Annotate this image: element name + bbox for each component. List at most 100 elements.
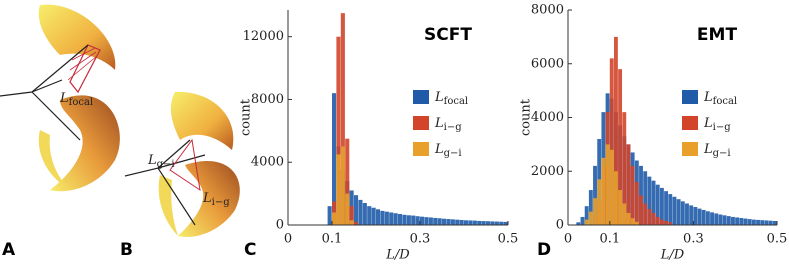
hist-bar (340, 146, 345, 225)
hist-bar (389, 212, 394, 225)
y-tick-label: 8000 (251, 92, 284, 107)
y-tick-label: 4000 (251, 155, 284, 170)
chart-title: SCFT (424, 25, 472, 45)
hist-bar (618, 190, 623, 225)
hist-bar (340, 13, 345, 225)
illustration-label: Li−g (202, 191, 230, 208)
hist-bar (576, 222, 581, 225)
x-axis-label: L/D (385, 248, 410, 263)
illustration-b: Lg−i Li−g (124, 91, 240, 237)
hist-bar (680, 201, 685, 225)
hist-bar (622, 203, 627, 225)
panel-label: A (2, 240, 16, 260)
hist-bar (428, 217, 433, 225)
legend-label: Lfocal (434, 90, 468, 107)
hist-bar (639, 195, 643, 225)
hist-bar (647, 208, 652, 225)
hist-bar (327, 206, 332, 225)
legend-label: Lg−i (434, 142, 462, 159)
hist-bar (701, 209, 706, 225)
panel-label: B (120, 240, 133, 260)
hist-bar (676, 199, 681, 225)
hist-bar (668, 194, 673, 225)
hist-bar (634, 221, 639, 225)
x-tick-label: 0.1 (599, 232, 620, 247)
y-axis-label: count (239, 98, 254, 136)
hist-bar (697, 208, 702, 225)
hist-bar (668, 222, 673, 225)
y-tick-label: 8000 (531, 3, 564, 18)
hist-bar (613, 171, 618, 225)
hist-bar (477, 220, 482, 225)
hist-bar (768, 220, 773, 225)
hist-bar (735, 217, 740, 225)
legend-swatch (682, 90, 698, 104)
hist-bar (685, 203, 689, 225)
hist-bar (618, 69, 623, 225)
x-tick-label: 0 (564, 232, 572, 247)
x-axis-label: L/D (660, 248, 685, 263)
hist-bar (588, 211, 593, 225)
hist-bar (689, 205, 694, 225)
hist-bar (630, 218, 635, 225)
legend-label: Lfocal (703, 90, 737, 107)
hist-bar (349, 206, 354, 225)
hist-bar (384, 211, 389, 225)
hist-bar (593, 198, 597, 225)
hist-bar (588, 190, 593, 225)
hist-bar (622, 112, 627, 225)
hist-bar (499, 221, 504, 225)
y-tick-label: 12000 (243, 29, 284, 44)
hist-bar (371, 207, 376, 225)
hist-bar (718, 214, 723, 225)
y-tick-label: 0 (276, 218, 284, 233)
x-tick-label: 0.3 (683, 232, 704, 247)
hist-bar (446, 219, 451, 225)
hist-bar (354, 221, 359, 225)
hist-bar (659, 187, 664, 225)
hist-bar (336, 36, 341, 225)
legend-swatch (682, 116, 698, 130)
hist-bar (490, 221, 495, 225)
hist-bar (402, 214, 407, 225)
hist-bar (464, 220, 469, 225)
hist-bar (743, 218, 748, 225)
hist-bar (420, 216, 425, 225)
x-tick-label: 0.5 (767, 232, 788, 247)
legend-swatch (682, 142, 698, 156)
hist-bar (468, 220, 473, 225)
hist-bar (609, 149, 614, 225)
hist-bar (705, 211, 710, 225)
hist-bar (731, 216, 735, 225)
hist-bar (630, 165, 635, 225)
hist-bar (503, 221, 508, 225)
y-tick-label: 2000 (531, 164, 564, 179)
hist-bar (609, 58, 614, 225)
hist-bar (597, 179, 602, 225)
hist-bar (605, 144, 610, 225)
hist-bar (584, 219, 589, 225)
legend-label: Li−g (434, 116, 462, 133)
illustration-label: Lg−i (147, 153, 175, 170)
hist-bar (415, 216, 420, 225)
hist-bar (601, 157, 606, 225)
hist-bar (693, 206, 698, 225)
hist-bar (376, 209, 381, 225)
hist-bar (739, 218, 744, 225)
hist-bar (659, 219, 664, 225)
hist-bar (455, 219, 460, 225)
hist-bar (472, 220, 477, 225)
chart-title: EMT (697, 25, 738, 45)
hist-bar (354, 195, 359, 225)
hist-bar (756, 219, 760, 225)
hist-bar (406, 215, 411, 225)
hist-bar (584, 206, 589, 225)
hist-bar (634, 182, 639, 225)
hist-bar (651, 180, 656, 225)
panel-label: C (244, 240, 256, 260)
hist-bar (450, 219, 455, 225)
hist-bar (442, 218, 447, 225)
hist-bar (655, 184, 660, 225)
hist-bar (393, 213, 398, 225)
